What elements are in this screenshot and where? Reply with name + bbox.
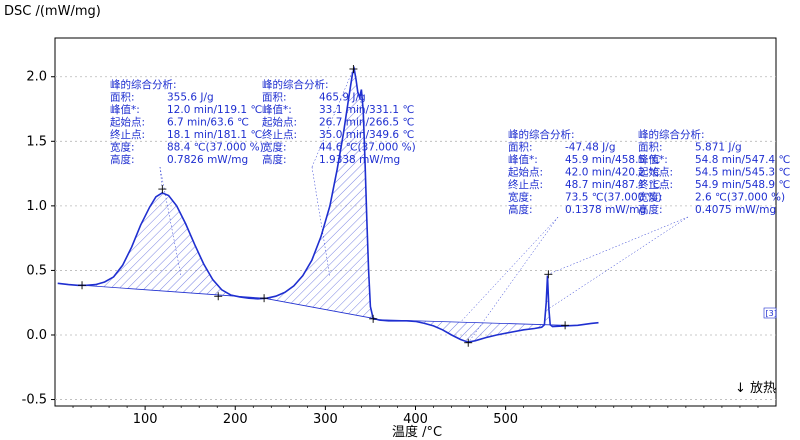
annotation-leader <box>468 216 559 343</box>
annotation-value: 48.7 min/487.1 ℃ <box>565 179 660 191</box>
y-tick-label: 2.0 <box>26 70 47 85</box>
annotation-label: 起始点: <box>508 166 543 179</box>
annotation-leader <box>460 216 559 323</box>
annotation-label: 终止点: <box>262 128 297 141</box>
peak-hatch-area <box>82 192 265 299</box>
annotation-value: 45.9 min/458.5 ℃ <box>565 154 660 166</box>
annotation-value: 33.1 min/331.1 ℃ <box>319 104 414 116</box>
corner-mark-box <box>763 307 777 319</box>
annotation-value: 54.9 min/548.9 ℃ <box>695 179 790 191</box>
y-tick-label: 1.0 <box>26 199 47 214</box>
y-tick-label: 0.5 <box>26 263 47 278</box>
annotation-label: 峰值*: <box>110 103 140 116</box>
annotation-value: 2.6 ℃(37.000 %) <box>695 192 785 204</box>
annotation-label: 峰的综合分析: <box>638 128 705 141</box>
annotation-label: 终止点: <box>110 128 145 141</box>
annotation-leader <box>311 68 354 168</box>
annotation-value: 18.1 min/181.1 ℃ <box>167 129 262 141</box>
annotation-label: 峰的综合分析: <box>262 78 329 91</box>
annotation-leader <box>159 166 182 277</box>
corner-mark: [3] <box>766 309 777 318</box>
annotation-label: 峰值*: <box>508 153 538 166</box>
x-tick-label: 200 <box>223 412 248 427</box>
annotation-label: 高度: <box>110 153 135 166</box>
annotation-value: 73.5 ℃(37.000 %) <box>565 192 662 204</box>
x-axis-label: 温度 /°C <box>392 424 442 440</box>
y-tick-label: -0.5 <box>22 393 47 408</box>
annotation-value: 5.871 J/g <box>695 142 742 154</box>
annotation-leader <box>159 166 163 190</box>
y-axis-label: DSC /(mW/mg) <box>4 4 101 19</box>
peak-baseline <box>264 297 373 319</box>
annotation-value: 44.6 ℃(37.000 %) <box>319 142 416 154</box>
annotation-label: 高度: <box>262 153 287 166</box>
y-axis-ticks: -0.5 0.0 0.5 1.0 1.5 2.0 <box>22 70 55 408</box>
annotation-leader <box>548 216 689 275</box>
annotation-label: 起始点: <box>262 116 297 129</box>
annotation-value: 12.0 min/119.1 ℃ <box>167 104 262 116</box>
annotation-value: 6.7 min/63.6 ℃ <box>167 117 249 129</box>
annotation-value: 0.1378 mW/mg <box>565 204 646 216</box>
annotation-label: 终止点: <box>508 178 543 191</box>
annotation-label: 面积: <box>638 142 663 154</box>
annotation-label: 面积: <box>262 92 287 104</box>
annotation-value: 465.9 J/g <box>319 92 366 104</box>
annotation-value: 42.0 min/420.2 ℃ <box>565 167 660 179</box>
annotation-label: 宽度: <box>110 141 135 154</box>
y-tick-label: 1.5 <box>26 134 47 149</box>
annotation-value: 54.5 min/545.3 ℃ <box>695 167 790 179</box>
annotation-value: 0.4075 mW/mg <box>695 204 776 216</box>
annotation-value: 0.7826 mW/mg <box>167 154 248 166</box>
annotation-label: 峰值*: <box>262 103 292 116</box>
peak-hatch-area <box>264 69 373 319</box>
annotation-value: 54.8 min/547.4 ℃ <box>695 154 790 166</box>
annotation-value: 355.6 J/g <box>167 92 214 104</box>
annotation-label: 高度: <box>508 203 533 216</box>
annotation-label: 峰的综合分析: <box>110 78 177 91</box>
annotation-label: 面积: <box>110 92 135 104</box>
annotation-leader <box>311 166 331 277</box>
annotation-label: 面积: <box>508 142 533 154</box>
annotation-label: 宽度: <box>262 141 287 154</box>
annotation-label: 起始点: <box>638 166 673 179</box>
annotation-leader <box>547 216 689 310</box>
x-tick-label: 400 <box>403 412 428 427</box>
peak-annotations: 峰的综合分析:面积: 355.6 J/g峰值*: 12.0 min/119.1 ℃起… <box>110 78 790 216</box>
peak-hatch-area <box>373 275 566 343</box>
x-axis-ticks: 100 200 300 400 500 <box>72 406 759 427</box>
annotation-value: 1.9338 mW/mg <box>319 154 400 166</box>
annotation-value: 26.7 min/266.5 ℃ <box>319 117 414 129</box>
annotation-label: 峰的综合分析: <box>508 128 575 141</box>
annotation-value: 88.4 ℃(37.000 %) <box>167 142 264 154</box>
annotation-label: 宽度: <box>508 191 533 204</box>
x-tick-label: 100 <box>133 412 158 427</box>
annotation-label: 高度: <box>638 203 663 216</box>
annotation-label: 宽度: <box>638 191 663 204</box>
x-tick-label: 500 <box>493 412 518 427</box>
y-tick-label: 0.0 <box>26 328 47 343</box>
annotation-value: -47.48 J/g <box>565 142 616 154</box>
dsc-curve <box>57 65 599 343</box>
annotation-label: 峰值*: <box>638 153 668 166</box>
x-tick-label: 300 <box>313 412 338 427</box>
annotation-leader-lines <box>159 68 689 343</box>
annotation-value: 35.0 min/349.6 ℃ <box>319 129 414 141</box>
exo-direction-label: ↓ 放热 <box>735 381 776 396</box>
peak-markers <box>78 64 570 347</box>
annotation-label: 终止点: <box>638 178 673 191</box>
annotation-label: 起始点: <box>110 116 145 129</box>
peak-hatch-areas <box>82 69 566 343</box>
